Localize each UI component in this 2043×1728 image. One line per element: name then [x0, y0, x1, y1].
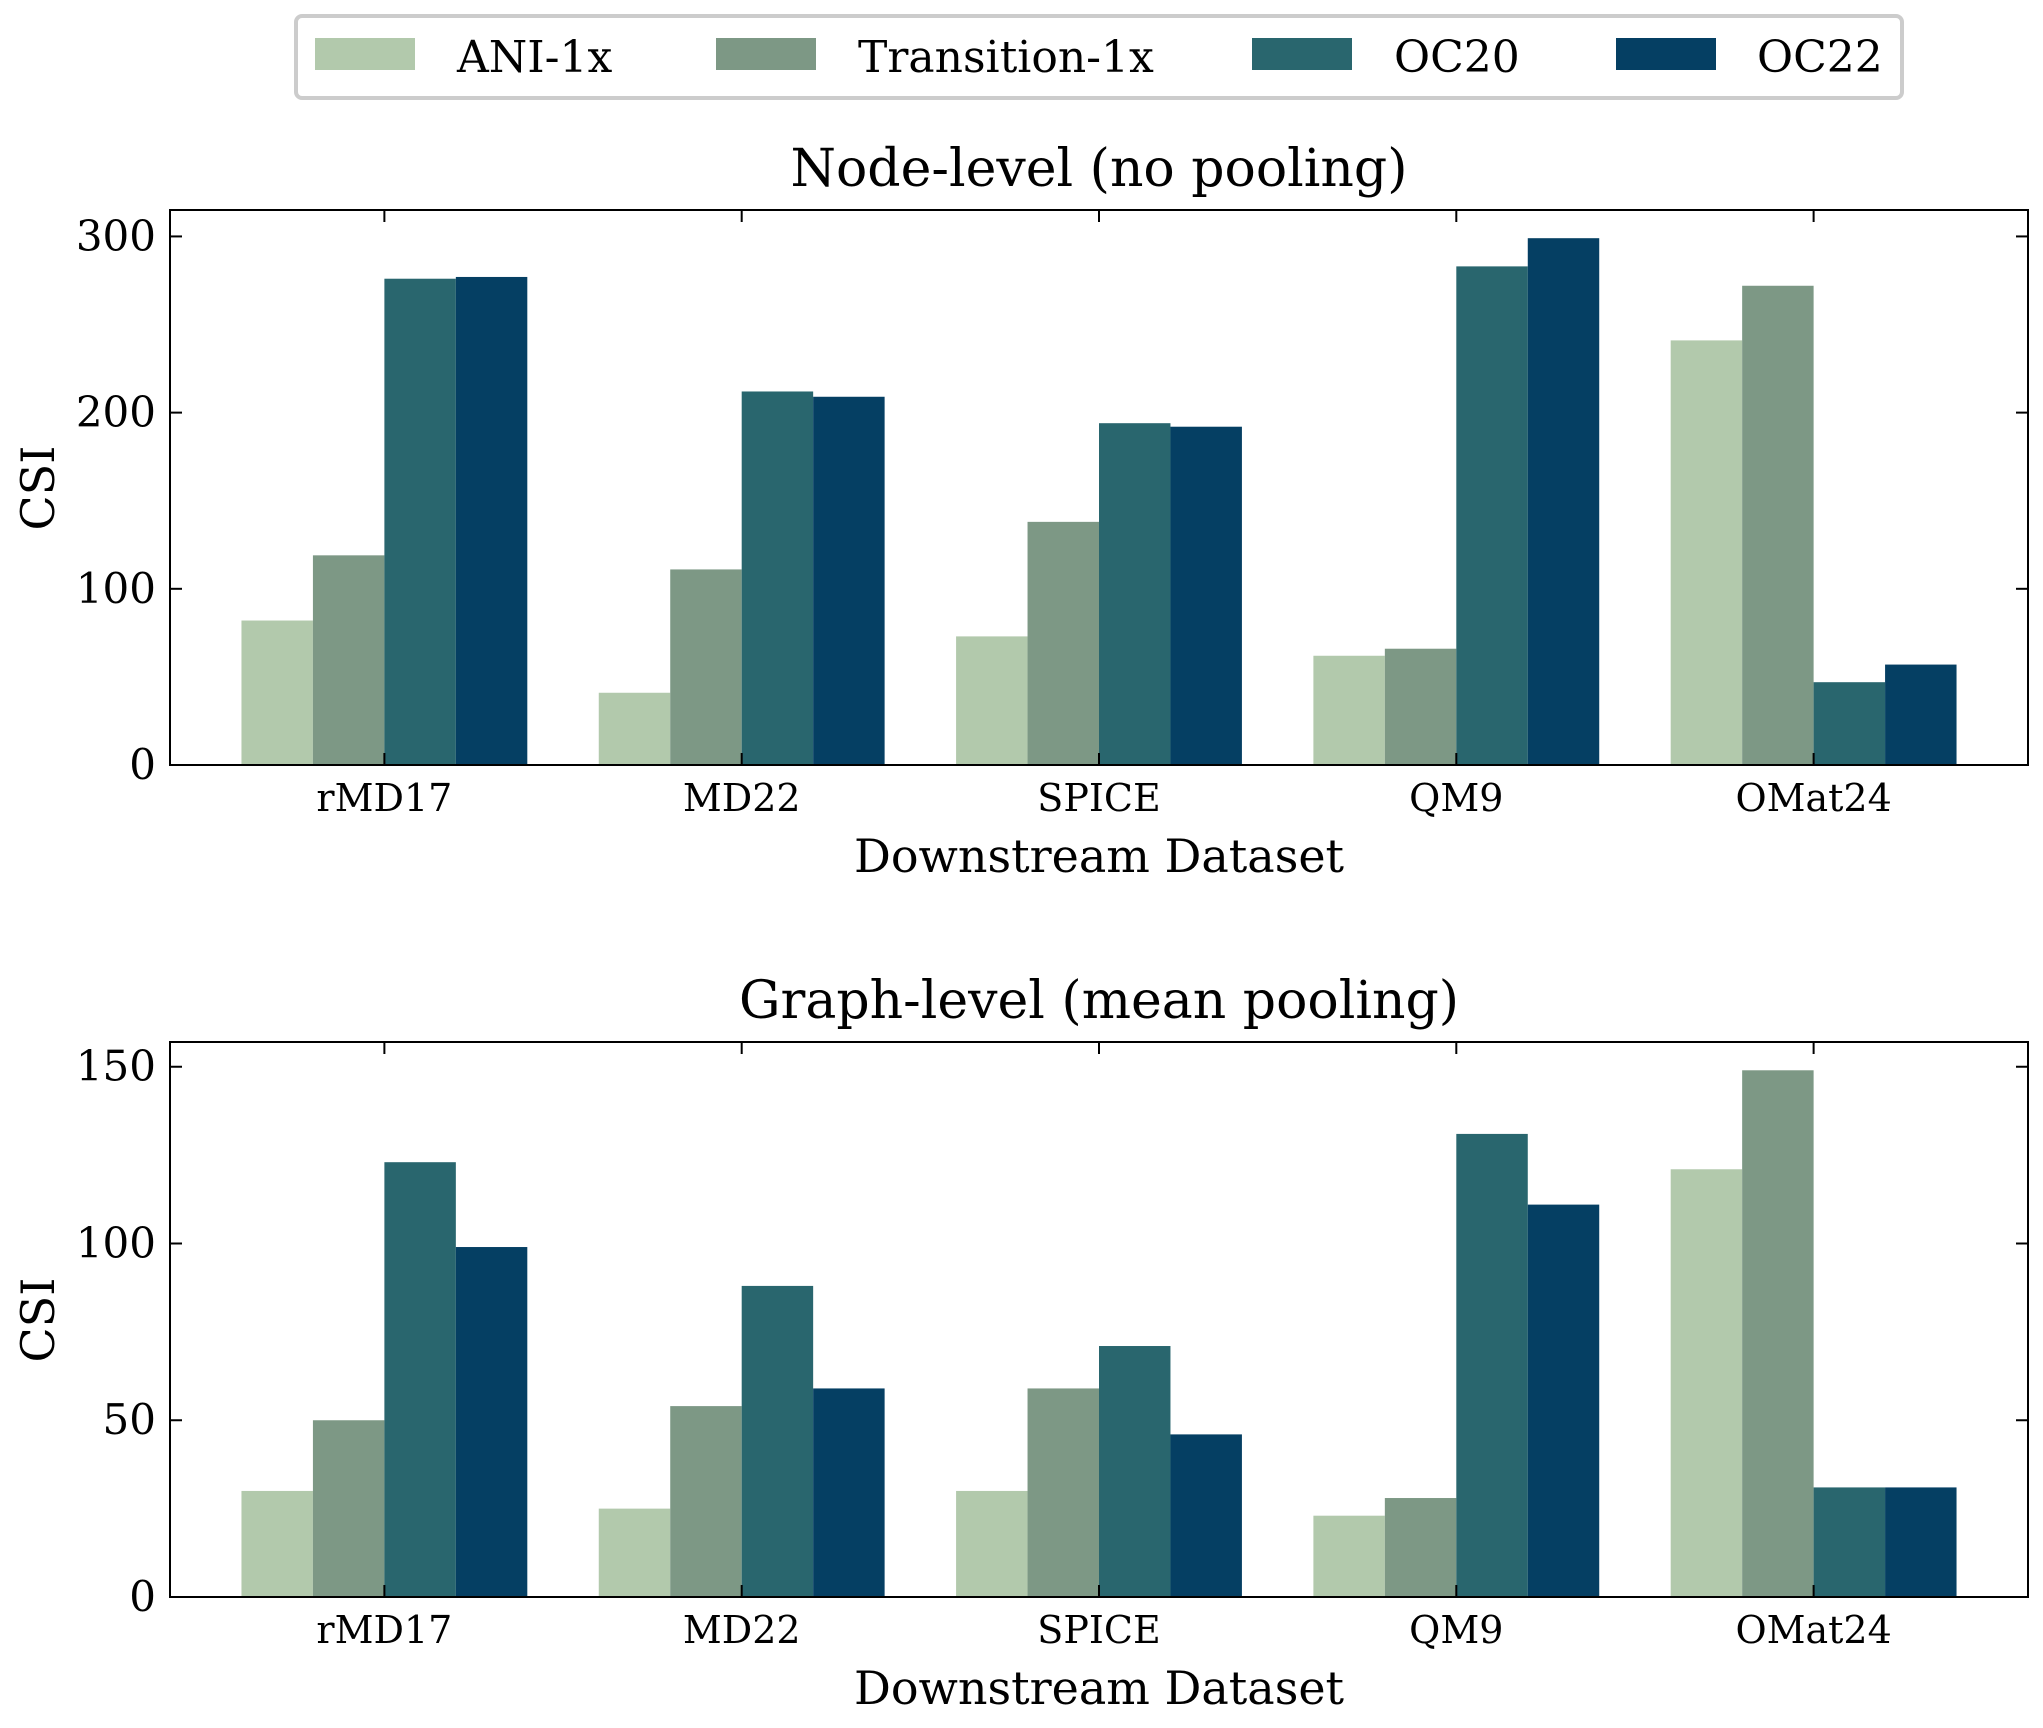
bar-oc22-spice	[1170, 1434, 1242, 1597]
bar-transition-1x-omat24	[1742, 1070, 1814, 1597]
y-tick-label: 150	[76, 1042, 156, 1091]
bar-oc22-md22	[813, 396, 885, 765]
bar-oc20-qm9	[1456, 266, 1528, 765]
y-tick-label: 0	[129, 1572, 156, 1621]
x-axis-label: Downstream Dataset	[854, 829, 1345, 883]
bar-oc20-omat24	[1813, 1487, 1886, 1597]
bar-oc22-omat24	[1885, 664, 1957, 765]
category-label-spice: SPICE	[1037, 1608, 1160, 1652]
legend-swatch-oc20	[1252, 38, 1352, 70]
bar-oc22-rmd17	[455, 1247, 528, 1597]
category-label-rmd17: rMD17	[316, 776, 452, 820]
bar-transition-1x-omat24	[1742, 285, 1814, 765]
bar-transition-1x-md22	[670, 569, 742, 765]
y-tick-label: 200	[76, 388, 156, 437]
y-tick-label: 100	[76, 564, 156, 613]
bar-oc22-qm9	[1527, 1204, 1600, 1597]
category-label-qm9: QM9	[1409, 1608, 1503, 1652]
category-label-omat24: OMat24	[1735, 776, 1891, 820]
category-label-rmd17: rMD17	[316, 1608, 452, 1652]
legend-frame	[294, 14, 1904, 100]
y-tick-label: 0	[129, 740, 156, 789]
plot-frame	[169, 209, 2029, 766]
bar-ani-1x-spice	[956, 1490, 1028, 1597]
bar-ani-1x-omat24	[1670, 1169, 1743, 1597]
category-label-omat24: OMat24	[1735, 1608, 1891, 1652]
panel-title: Graph-level (mean pooling)	[739, 971, 1459, 1031]
bar-transition-1x-rmd17	[312, 1420, 385, 1597]
bar-oc20-omat24	[1813, 682, 1886, 765]
bar-ani-1x-qm9	[1313, 655, 1385, 765]
bar-group	[241, 1070, 1957, 1597]
bar-ani-1x-md22	[598, 692, 671, 765]
bar-transition-1x-md22	[670, 1406, 742, 1597]
y-axis-label: CSI	[11, 446, 65, 531]
legend-label-oc22: OC22	[1757, 32, 1883, 83]
legend-label-transition-1x: Transition-1x	[858, 32, 1154, 83]
legend-swatch-oc22	[1616, 38, 1716, 70]
bar-oc20-rmd17	[384, 1162, 456, 1597]
legend: ANI-1x Transition-1x OC20 OC22	[294, 14, 1904, 100]
y-tick-label: 50	[103, 1395, 156, 1444]
category-label-spice: SPICE	[1037, 776, 1160, 820]
bar-oc22-md22	[813, 1388, 885, 1597]
panel-title: Node-level (no pooling)	[791, 139, 1408, 199]
bar-oc22-rmd17	[455, 276, 528, 765]
bar-oc20-spice	[1099, 1346, 1171, 1597]
bar-ani-1x-omat24	[1670, 340, 1743, 765]
bar-transition-1x-qm9	[1384, 1498, 1457, 1597]
bar-oc20-md22	[741, 1285, 814, 1597]
category-label-qm9: QM9	[1409, 776, 1503, 820]
plot-frame	[169, 1041, 2029, 1598]
bar-ani-1x-spice	[956, 636, 1028, 765]
y-tick-label: 100	[76, 1218, 156, 1267]
legend-label-oc20: OC20	[1394, 32, 1520, 83]
bar-ani-1x-qm9	[1313, 1515, 1385, 1597]
bar-oc20-qm9	[1456, 1133, 1528, 1597]
category-label-md22: MD22	[683, 1608, 801, 1652]
bar-oc20-spice	[1099, 423, 1171, 765]
category-labels: rMD17 MD22 SPICE QM9 OMat24	[316, 210, 1892, 820]
bar-ani-1x-rmd17	[241, 1490, 313, 1597]
bar-oc20-rmd17	[384, 278, 456, 765]
bar-ani-1x-md22	[598, 1508, 671, 1597]
y-tick-label: 300	[76, 211, 156, 260]
y-ticks: 0 100 200 300	[76, 211, 2028, 789]
category-label-md22: MD22	[683, 776, 801, 820]
bar-transition-1x-rmd17	[312, 555, 385, 765]
y-axis-label: CSI	[11, 1278, 65, 1363]
legend-swatch-transition-1x	[716, 38, 816, 70]
y-ticks: 0 50 100 150	[76, 1042, 2028, 1621]
legend-label-ani-1x: ANI-1x	[456, 32, 613, 83]
panel-node-level: Node-level (no pooling) 0 100 200 300 rMD17…	[11, 139, 2029, 883]
x-axis-label: Downstream Dataset	[854, 1661, 1345, 1715]
panel-graph-level: Graph-level (mean pooling) 0 50 100 150 rMD…	[11, 971, 2029, 1715]
bar-transition-1x-qm9	[1384, 648, 1457, 765]
bar-oc22-spice	[1170, 426, 1242, 765]
bar-ani-1x-rmd17	[241, 620, 313, 765]
legend-swatch-ani-1x	[315, 38, 415, 70]
bar-transition-1x-spice	[1027, 1388, 1099, 1597]
bar-transition-1x-spice	[1027, 521, 1099, 765]
bar-oc22-qm9	[1527, 238, 1600, 765]
bar-oc20-md22	[741, 391, 814, 765]
bar-oc22-omat24	[1885, 1487, 1957, 1597]
bar-group	[241, 238, 1957, 765]
category-labels: rMD17 MD22 SPICE QM9 OMat24	[316, 1042, 1892, 1652]
